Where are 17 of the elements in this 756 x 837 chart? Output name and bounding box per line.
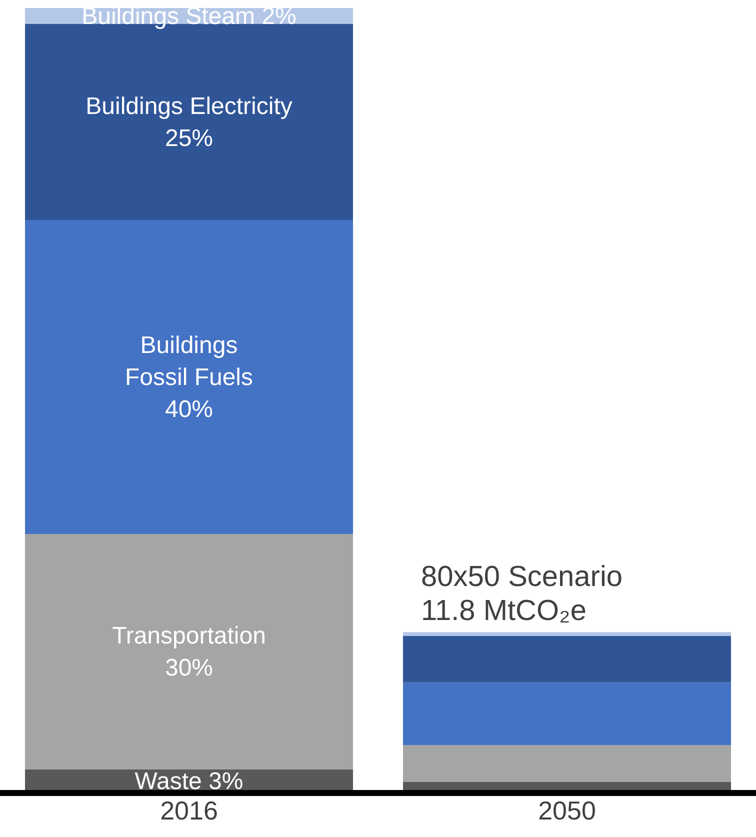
series-label: Buildings Fossil Fuels xyxy=(124,332,254,391)
bar xyxy=(403,636,731,682)
text: Buildings Steam 2% xyxy=(82,2,296,30)
bar xyxy=(403,682,731,746)
data-label: 25% xyxy=(164,124,214,152)
data-label: 40% xyxy=(164,396,214,423)
x-tick-label: 2050 xyxy=(538,795,596,826)
annotation: 80x50 Scenario 11.8 MtCO₂e xyxy=(421,561,623,628)
series-label: Buildings Electricity xyxy=(86,92,292,120)
bar xyxy=(25,534,353,770)
series-label: Transportation xyxy=(112,622,266,650)
bar xyxy=(403,632,731,636)
x-tick-label: 2016 xyxy=(160,795,218,826)
bar xyxy=(25,220,353,534)
bar xyxy=(403,745,731,782)
data-label: 30% xyxy=(164,654,214,682)
text: Waste 3% xyxy=(134,768,244,796)
